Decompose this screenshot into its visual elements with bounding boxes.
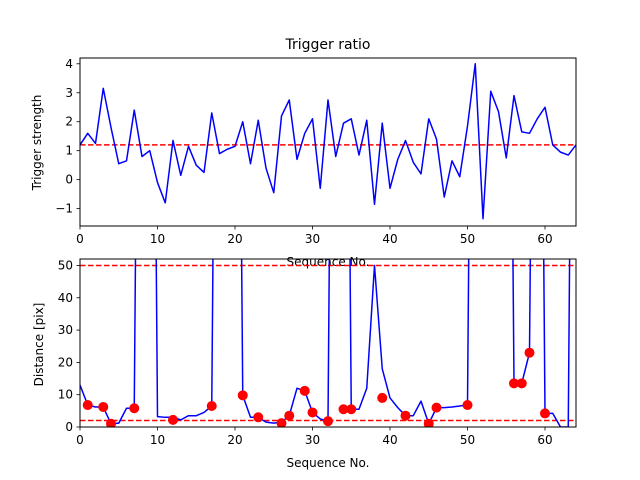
top-chart-series-line	[80, 63, 576, 220]
top-chart-xtick-label: 50	[460, 232, 475, 246]
top-chart-ylabel: Trigger strength	[30, 95, 44, 192]
bottom-chart-ytick-label: 10	[58, 388, 73, 402]
bottom-chart-marker-point	[346, 404, 357, 415]
bottom-chart-xtick-label: 50	[460, 433, 475, 447]
bottom-chart-xtick-label: 0	[76, 433, 84, 447]
bottom-chart-marker-point	[237, 390, 248, 401]
bottom-chart-xtick-label: 60	[537, 433, 552, 447]
top-chart-ytick-label: −1	[55, 202, 73, 216]
top-chart-xtick-label: 40	[382, 232, 397, 246]
bottom-chart-ytick-label: 30	[58, 323, 73, 337]
bottom-chart-marker-point	[253, 412, 264, 423]
bottom-chart-ytick-label: 50	[58, 258, 73, 272]
bottom-chart-marker-point	[129, 403, 140, 414]
top-chart-axes-frame	[79, 57, 577, 227]
bottom-chart-marker-point	[540, 408, 550, 419]
top-chart-ytick-label: 0	[65, 173, 73, 187]
bottom-chart-ytick-label: 20	[58, 355, 73, 369]
bottom-chart-xtick-label: 20	[227, 433, 242, 447]
bottom-chart-marker-point	[82, 400, 93, 411]
bottom-chart-plot-area	[80, 259, 576, 427]
bottom-chart-ytick-label: 0	[65, 420, 73, 434]
top-chart-xtick-label: 10	[150, 232, 165, 246]
bottom-chart-marker-point	[423, 418, 434, 427]
bottom-chart-ylabel: Distance [pix]	[32, 303, 46, 387]
bottom-chart-ytick-label: 40	[58, 291, 73, 305]
bottom-chart-marker-point	[524, 347, 535, 358]
bottom-chart-marker-point	[276, 418, 287, 427]
top-chart-ytick-label: 2	[65, 115, 73, 129]
bottom-chart-xtick-label: 40	[382, 433, 397, 447]
bottom-chart-marker-point	[323, 416, 333, 427]
top-chart-ytick-label: 3	[65, 86, 73, 100]
bottom-chart-marker-point	[284, 410, 295, 421]
top-chart-xtick-label: 20	[227, 232, 242, 246]
top-chart-xtick-label: 60	[537, 232, 552, 246]
bottom-chart-marker-point	[98, 401, 109, 412]
bottom-chart-marker-point	[431, 402, 442, 413]
bottom-chart-marker-point	[106, 418, 116, 427]
bottom-chart-marker-point	[462, 400, 473, 411]
bottom-chart-marker-point	[377, 392, 388, 403]
top-chart-title: Trigger ratio	[284, 37, 370, 53]
bottom-chart-xtick-label: 30	[305, 433, 320, 447]
bottom-chart-xtick-label: 10	[150, 433, 165, 447]
top-chart-xtick-label: 0	[76, 232, 84, 246]
bottom-chart-marker-point	[516, 378, 527, 389]
bottom-chart-marker-point	[206, 401, 217, 411]
top-chart-xlabel: Sequence No.	[287, 255, 370, 269]
top-chart-ytick-label: 1	[65, 144, 73, 158]
bottom-chart-marker-point	[168, 414, 178, 425]
bottom-chart-marker-point	[299, 385, 310, 396]
bottom-chart-xlabel: Sequence No.	[287, 456, 370, 470]
top-chart-plot-area	[80, 63, 576, 220]
bottom-chart-axes-frame	[79, 258, 577, 428]
bottom-chart-marker-point	[400, 410, 411, 421]
top-chart-ytick-label: 4	[65, 57, 73, 71]
top-chart-xtick-label: 30	[305, 232, 320, 246]
bottom-chart-marker-point	[307, 407, 318, 418]
